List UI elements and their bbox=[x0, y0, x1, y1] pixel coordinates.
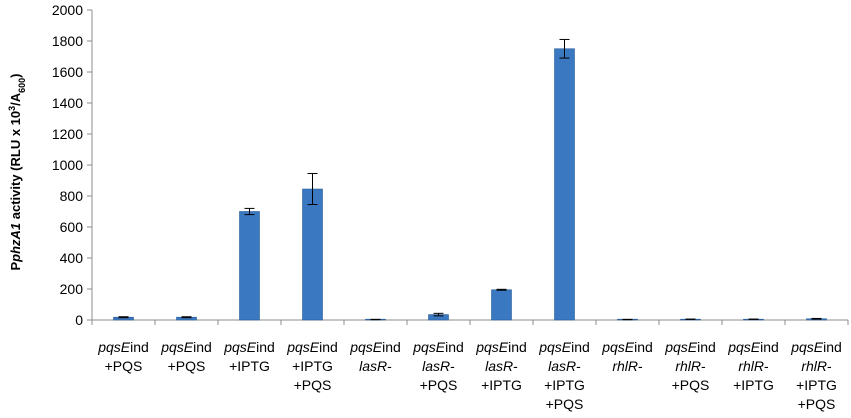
y-tick-label: 200 bbox=[60, 281, 84, 297]
y-axis-label-sub: 600 bbox=[17, 78, 27, 93]
bars-group bbox=[113, 48, 827, 321]
y-tick-label: 1600 bbox=[52, 64, 83, 80]
bar bbox=[491, 289, 512, 321]
y-axis-label-exp: 3 bbox=[7, 106, 17, 111]
x-category-label: pqsEind lasR-+PQS bbox=[412, 339, 464, 393]
x-category-label: pqsEind +IPTG +PQS bbox=[286, 339, 338, 393]
x-category-label: pqsEind rhlR-+PQS bbox=[664, 339, 716, 393]
error-bars-group bbox=[118, 38, 822, 321]
y-tick-label: 800 bbox=[60, 188, 84, 204]
x-category-label: pqsEind +PQS bbox=[160, 339, 212, 374]
y-axis-label: PphzA1 activity (RLU x 103/A600) bbox=[7, 73, 27, 270]
y-tick-label: 1800 bbox=[52, 33, 83, 49]
y-tick-label: 400 bbox=[60, 250, 84, 266]
x-category-label: pqsEind rhlR-+IPTG bbox=[727, 339, 779, 393]
y-tick-label: 1400 bbox=[52, 95, 83, 111]
y-axis-label-mid: activity (RLU x 10 bbox=[8, 111, 23, 223]
x-category-label: pqsEind rhlR-+IPTG +PQS bbox=[790, 339, 842, 412]
x-category-label: pqsEind +PQS bbox=[97, 339, 149, 374]
x-category-labels: pqsEind +PQS pqsEind +PQS pqsEind +IPTG pqsEin… bbox=[97, 339, 842, 412]
y-tick-label: 1000 bbox=[52, 157, 83, 173]
y-axis-label-gene: phzA1 bbox=[8, 223, 23, 263]
y-axis-label-end: ) bbox=[8, 73, 23, 77]
bar bbox=[554, 48, 575, 321]
x-category-label: pqsEind rhlR- bbox=[601, 339, 653, 374]
axes bbox=[87, 9, 849, 325]
y-axis-label-prefix: P bbox=[8, 262, 23, 271]
bar bbox=[239, 211, 260, 321]
y-tick-label: 0 bbox=[75, 312, 83, 328]
x-category-label: pqsEind lasR- bbox=[349, 339, 401, 374]
y-tick-label: 600 bbox=[60, 219, 84, 235]
y-axis-label-slash: /A bbox=[8, 92, 23, 106]
y-tick-label: 1200 bbox=[52, 126, 83, 142]
y-tick-label: 2000 bbox=[52, 2, 83, 18]
x-category-label: pqsEind +IPTG bbox=[223, 339, 275, 374]
x-category-label: pqsEind lasR-+IPTG bbox=[475, 339, 527, 393]
y-tick-labels: 0 200 400 600 800 1000 1200 1400 1600 1800 2000 bbox=[52, 2, 83, 328]
bar bbox=[302, 188, 323, 321]
x-category-label: pqsEind lasR-+IPTG +PQS bbox=[538, 339, 590, 412]
